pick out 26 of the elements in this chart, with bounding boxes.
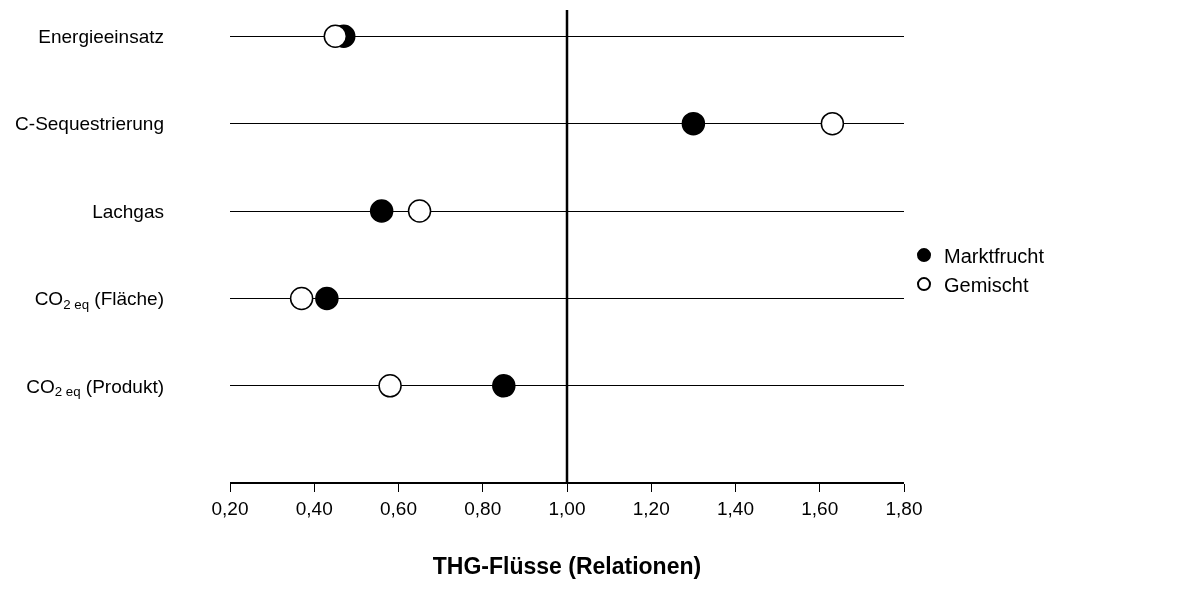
x-tick-label: 0,80 xyxy=(464,497,502,519)
y-tick-label: CO$_{2 eq}$ (Fläche) xyxy=(34,288,164,313)
x-tick-label: 1,80 xyxy=(885,497,923,519)
y-tick-label: Energieeinsatz xyxy=(38,25,164,47)
x-tick-label: 0,20 xyxy=(211,497,249,519)
x-tick-label: 1,00 xyxy=(548,497,586,519)
point xyxy=(820,111,845,136)
x-tick-label: 0,40 xyxy=(295,497,333,519)
x-axis-title: THG-Flüsse (Relationen) xyxy=(432,552,702,579)
y-tick-label: C-Sequestrierung xyxy=(15,113,164,135)
point xyxy=(323,24,348,48)
point xyxy=(289,286,314,311)
point xyxy=(492,374,516,398)
y-tick-label: CO$_{2 eq}$ (Produkt) xyxy=(26,375,164,400)
x-tick-label: 1,60 xyxy=(801,497,839,519)
x-tick-label: 1,40 xyxy=(717,497,754,519)
legend-label: Marktfrucht xyxy=(944,244,1045,267)
point xyxy=(369,199,394,223)
legend-label: Gemischt xyxy=(944,273,1029,296)
x-tick-label: 0,60 xyxy=(380,497,417,519)
point xyxy=(378,374,402,398)
point xyxy=(407,199,432,223)
y-tick-label: Lachgas xyxy=(92,200,164,222)
x-tick-label: 1,20 xyxy=(632,497,670,519)
point xyxy=(681,111,706,136)
point xyxy=(315,286,339,311)
